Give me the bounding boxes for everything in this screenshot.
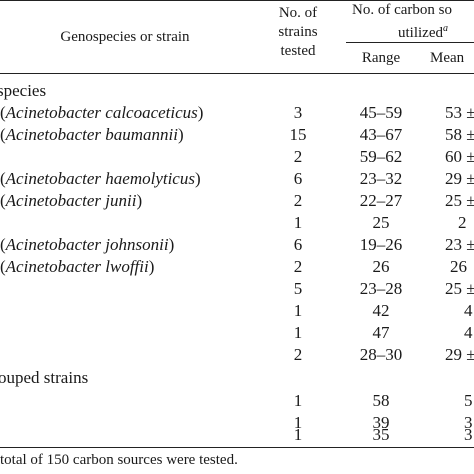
- range-cell: 22–27: [359, 191, 403, 210]
- mean-cell: 53 ±: [445, 103, 474, 122]
- mean-cell: 25 ±: [445, 191, 474, 210]
- mean-cell: 3: [464, 425, 473, 444]
- range-cell: 26: [372, 257, 390, 276]
- table-row: 1 58 5: [0, 390, 474, 412]
- table-row: 1 42 4: [0, 300, 474, 322]
- tested-cell: 6: [293, 169, 303, 188]
- table-row: (Acinetobacter haemolyticus) 6 23–32 29 …: [0, 168, 474, 190]
- header-carbon-line1: No. of carbon so: [352, 2, 452, 18]
- mean-cell: 3: [464, 413, 473, 432]
- mean-cell: 25 ±: [445, 279, 474, 298]
- table-row: (Acinetobacter calcoaceticus) 3 45–59 53…: [0, 102, 474, 124]
- strain-cell: (Acinetobacter johnsonii): [0, 235, 175, 254]
- mean-cell: 29 ±: [445, 345, 474, 364]
- mean-cell: 58 ±: [445, 125, 474, 144]
- header-mean: Mean: [430, 50, 465, 66]
- header-bottom-rule: [0, 73, 474, 74]
- header-carbon-utilized: utilized: [398, 25, 443, 41]
- mean-cell: 23 ±: [445, 235, 474, 254]
- table-row: (Acinetobacter baumannii) 15 43–67 58 ±: [0, 124, 474, 146]
- header-carbon-line2: utilizeda: [398, 20, 448, 42]
- table-row: 1 25 2: [0, 212, 474, 234]
- mean-cell: 4: [464, 301, 473, 320]
- bottom-rule: [0, 447, 474, 448]
- range-cell: 47: [372, 323, 390, 342]
- header-strain: Genospecies or strain: [60, 29, 190, 45]
- tested-cell: 2: [293, 257, 303, 276]
- top-rule: [0, 0, 474, 1]
- tested-cell: 15: [289, 125, 307, 144]
- tested-cell: 1: [293, 213, 303, 232]
- section-species-label: species: [0, 81, 47, 100]
- range-cell: 28–30: [359, 345, 403, 364]
- table-row: (Acinetobacter junii) 2 22–27 25 ±: [0, 190, 474, 212]
- tested-cell: 2: [293, 345, 303, 364]
- mean-cell: 26: [450, 257, 467, 276]
- strain-cell: (Acinetobacter lwoffii): [0, 257, 155, 276]
- table-row: (Acinetobacter johnsonii) 6 19–26 23 ±: [0, 234, 474, 256]
- mean-cell: 29 ±: [445, 169, 474, 188]
- strain-cell: (Acinetobacter baumannii): [0, 125, 184, 144]
- range-cell: 59–62: [359, 147, 403, 166]
- range-cell: 43–67: [359, 125, 403, 144]
- header-range: Range: [361, 50, 401, 66]
- range-cell: 35: [372, 425, 390, 444]
- strain-cell: (Acinetobacter junii): [0, 191, 143, 210]
- table-row: 1 39 3: [0, 412, 474, 434]
- tested-cell: 6: [293, 235, 303, 254]
- header-tested-line1: No. of: [278, 5, 318, 21]
- range-cell: 58: [372, 391, 390, 410]
- table-row-final: 1 35 3: [0, 424, 474, 446]
- carbon-header-rule: [346, 42, 474, 43]
- tested-cell: 3: [293, 103, 303, 122]
- header-carbon-footnote-mark: a: [443, 23, 448, 34]
- tested-cell: 1: [293, 323, 303, 342]
- table-row: 1 47 4: [0, 322, 474, 344]
- table-row: (Acinetobacter lwoffii) 2 26 26: [0, 256, 474, 278]
- range-cell: 23–28: [359, 279, 403, 298]
- range-cell: 42: [372, 301, 390, 320]
- table-footnote: total of 150 carbon sources were tested.: [0, 452, 238, 468]
- section-ungrouped-label: ouped strains: [0, 368, 89, 387]
- header-tested-line2: strains: [278, 24, 318, 40]
- tested-cell: 2: [293, 147, 303, 166]
- strain-cell: (Acinetobacter calcoaceticus): [0, 103, 204, 122]
- header-tested-line3: tested: [280, 43, 316, 59]
- tested-cell: 1: [293, 413, 303, 432]
- table-row: 2 59–62 60 ±: [0, 146, 474, 168]
- tested-cell: 1: [293, 425, 303, 444]
- mean-cell: 4: [464, 323, 473, 342]
- range-cell: 39: [372, 413, 390, 432]
- range-cell: 23–32: [359, 169, 403, 188]
- mean-cell: 5: [464, 391, 473, 410]
- range-cell: 19–26: [359, 235, 403, 254]
- range-cell: 45–59: [359, 103, 403, 122]
- range-cell: 25: [372, 213, 390, 232]
- tested-cell: 5: [293, 279, 303, 298]
- table-row: 5 23–28 25 ±: [0, 278, 474, 300]
- tested-cell: 1: [293, 391, 303, 410]
- strain-cell: (Acinetobacter haemolyticus): [0, 169, 201, 188]
- tested-cell: 1: [293, 301, 303, 320]
- mean-cell: 2: [458, 213, 467, 232]
- tested-cell: 2: [293, 191, 303, 210]
- mean-cell: 60 ±: [445, 147, 474, 166]
- table-row: 2 28–30 29 ±: [0, 344, 474, 366]
